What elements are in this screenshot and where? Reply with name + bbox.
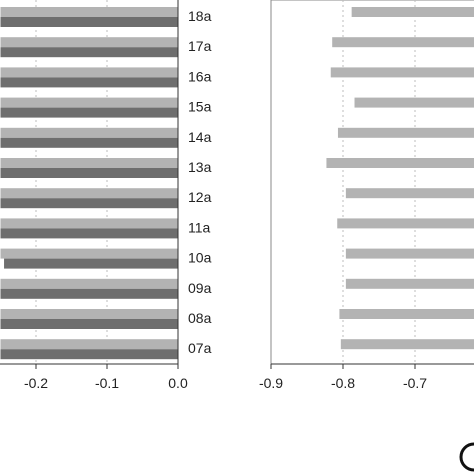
category-label-13a: 13a	[188, 159, 212, 175]
right-bar-17a	[332, 37, 474, 48]
left-bar-light-11a	[0, 218, 178, 229]
left-bar-light-07a	[0, 339, 178, 350]
right-bar-15a	[354, 97, 474, 108]
right-bar-09a	[345, 278, 474, 289]
left-bar-dark-12a	[0, 198, 178, 209]
right-bar-11a	[337, 218, 474, 229]
category-label-14a: 14a	[188, 129, 212, 145]
right-bar-10a	[345, 248, 474, 259]
left-bar-dark-16a	[0, 77, 178, 88]
right-bar-18a	[351, 7, 474, 17]
category-label-08a: 08a	[188, 310, 212, 326]
right-bar-08a	[339, 309, 474, 319]
right-bar-12a	[345, 188, 474, 199]
left-x-tick-label-0: -0.2	[24, 375, 48, 391]
left-x-tick-label-1: -0.1	[95, 375, 119, 391]
category-label-09a: 09a	[188, 280, 212, 296]
category-label-07a: 07a	[188, 340, 212, 356]
left-bar-light-09a	[0, 278, 178, 289]
category-label-10a: 10a	[188, 250, 212, 266]
left-bar-dark-09a	[0, 288, 178, 299]
left-bar-light-18a	[0, 7, 178, 17]
corner-circle-mark	[459, 442, 474, 472]
left-bar-dark-17a	[0, 47, 178, 58]
category-label-15a: 15a	[188, 99, 212, 115]
left-bar-light-08a	[0, 309, 178, 319]
right-bar-13a	[326, 158, 474, 168]
left-bar-light-17a	[0, 37, 178, 48]
left-bar-dark-11a	[0, 228, 178, 239]
left-x-tick-label-2: 0.0	[168, 375, 188, 391]
left-bar-light-13a	[0, 158, 178, 168]
right-bar-16a	[330, 67, 474, 78]
category-label-17a: 17a	[188, 38, 212, 54]
category-label-16a: 16a	[188, 68, 212, 84]
left-bar-dark-10a	[4, 258, 178, 269]
left-bar-light-16a	[0, 67, 178, 78]
left-bar-dark-08a	[0, 319, 178, 329]
category-label-18a: 18a	[188, 8, 212, 24]
left-bar-dark-07a	[0, 349, 178, 360]
left-bar-dark-13a	[0, 168, 178, 178]
left-bar-dark-18a	[0, 17, 178, 27]
right-x-tick-label-2: -0.7	[403, 375, 427, 391]
category-label-11a: 11a	[188, 219, 211, 235]
left-bar-light-10a	[0, 248, 178, 259]
left-bar-dark-14a	[0, 137, 178, 148]
left-bar-light-15a	[0, 97, 178, 108]
right-bar-14a	[337, 127, 474, 138]
left-bar-light-14a	[0, 127, 178, 138]
right-x-tick-label-0: -0.9	[259, 375, 283, 391]
right-bar-07a	[340, 339, 474, 350]
right-x-tick-label-1: -0.8	[331, 375, 355, 391]
left-bar-dark-15a	[0, 107, 178, 118]
left-bar-light-12a	[0, 188, 178, 199]
category-label-12a: 12a	[188, 189, 212, 205]
